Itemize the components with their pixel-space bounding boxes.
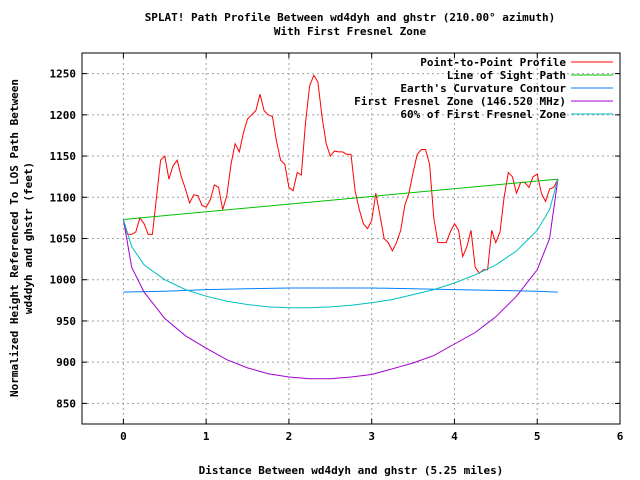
- y-tick-label: 1000: [50, 274, 77, 287]
- y-tick-label: 850: [56, 397, 76, 410]
- x-axis-label: Distance Between wd4dyh and ghstr (5.25 …: [199, 464, 504, 477]
- y-axis-label-line2: wd4dyh and ghstr (feet): [22, 162, 35, 314]
- y-tick-label: 1250: [50, 68, 77, 81]
- y-tick-label: 900: [56, 356, 76, 369]
- x-tick-label: 6: [617, 430, 624, 443]
- x-tick-label: 4: [451, 430, 458, 443]
- legend-label: First Fresnel Zone (146.520 MHz): [354, 95, 566, 108]
- x-tick-label: 0: [120, 430, 127, 443]
- plot-frame: [81, 52, 621, 425]
- y-tick-label: 1200: [50, 109, 77, 122]
- legend-label: Point-to-Point Profile: [420, 56, 566, 69]
- y-tick-label: 1050: [50, 233, 77, 246]
- y-axis-label-line1: Normalized Height Referenced To LOS Path…: [8, 79, 21, 397]
- x-tick-label: 1: [203, 430, 210, 443]
- legend-label: Earth's Curvature Contour: [400, 82, 566, 95]
- x-tick-label: 5: [534, 430, 541, 443]
- series-line-line-of-sight-path: [123, 178, 558, 220]
- legend-label: 60% of First Fresnel Zone: [400, 108, 566, 121]
- chart-subtitle: With First Fresnel Zone: [274, 25, 427, 38]
- series-line-60-of-first-fresnel-zone: [122, 178, 559, 309]
- y-tick-label: 950: [56, 315, 76, 328]
- legend-label: Line of Sight Path: [447, 69, 566, 82]
- series-line-earth-s-curvature-contour: [123, 287, 558, 293]
- y-tick-label: 1150: [50, 150, 77, 163]
- plot-series: [122, 74, 559, 380]
- y-tick-label: 1100: [50, 191, 77, 204]
- chart-title: SPLAT! Path Profile Between wd4dyh and g…: [145, 11, 556, 24]
- axis-ticks: 0 1 2 3 4 5 6 850 900 950 1000 1050 1100 1150 1200 1250: [50, 53, 624, 443]
- x-tick-label: 3: [368, 430, 375, 443]
- x-tick-label: 2: [286, 430, 293, 443]
- series-line-first-fresnel-zone-146-520-mhz: [122, 179, 559, 380]
